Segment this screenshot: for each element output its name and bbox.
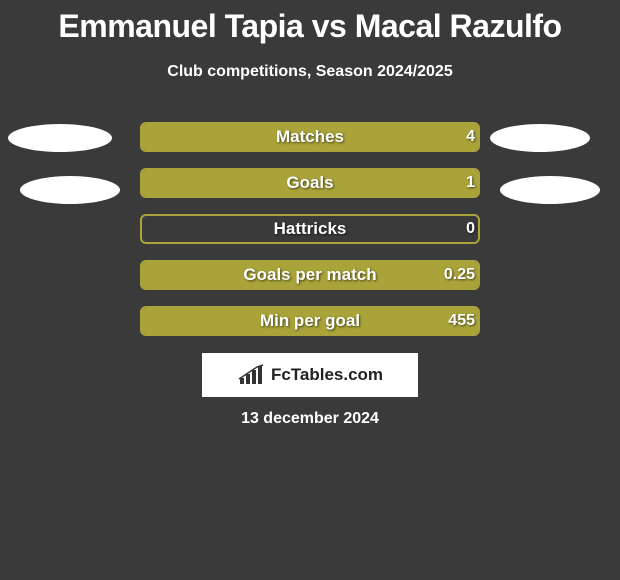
stat-bar: [140, 306, 480, 336]
stat-bar-fill: [142, 124, 478, 150]
stat-value: 1: [445, 168, 475, 198]
date-stamp: 13 december 2024: [0, 410, 620, 428]
stat-rows: Matches4Goals1Hattricks0Goals per match0…: [0, 115, 620, 345]
stat-bar-fill: [142, 262, 478, 288]
stat-value: 455: [445, 306, 475, 336]
stat-value: 0.25: [445, 260, 475, 290]
stat-row: Min per goal455: [0, 299, 620, 345]
page-title: Emmanuel Tapia vs Macal Razulfo: [0, 0, 620, 45]
stat-value: 0: [445, 214, 475, 244]
stat-bar-fill: [142, 308, 478, 334]
comparison-infographic: Emmanuel Tapia vs Macal Razulfo Club com…: [0, 0, 620, 580]
stat-bar: [140, 168, 480, 198]
stat-value: 4: [445, 122, 475, 152]
stat-row: Goals per match0.25: [0, 253, 620, 299]
subtitle: Club competitions, Season 2024/2025: [0, 63, 620, 81]
stat-bar: [140, 260, 480, 290]
stat-bar: [140, 214, 480, 244]
logo-text: FcTables.com: [271, 365, 383, 385]
stat-row: Matches4: [0, 115, 620, 161]
stat-bar-fill: [142, 170, 478, 196]
stat-row: Hattricks0: [0, 207, 620, 253]
stat-row: Goals1: [0, 161, 620, 207]
stat-bar: [140, 122, 480, 152]
bar-chart-icon: [237, 364, 265, 386]
logo-badge: FcTables.com: [202, 353, 418, 397]
